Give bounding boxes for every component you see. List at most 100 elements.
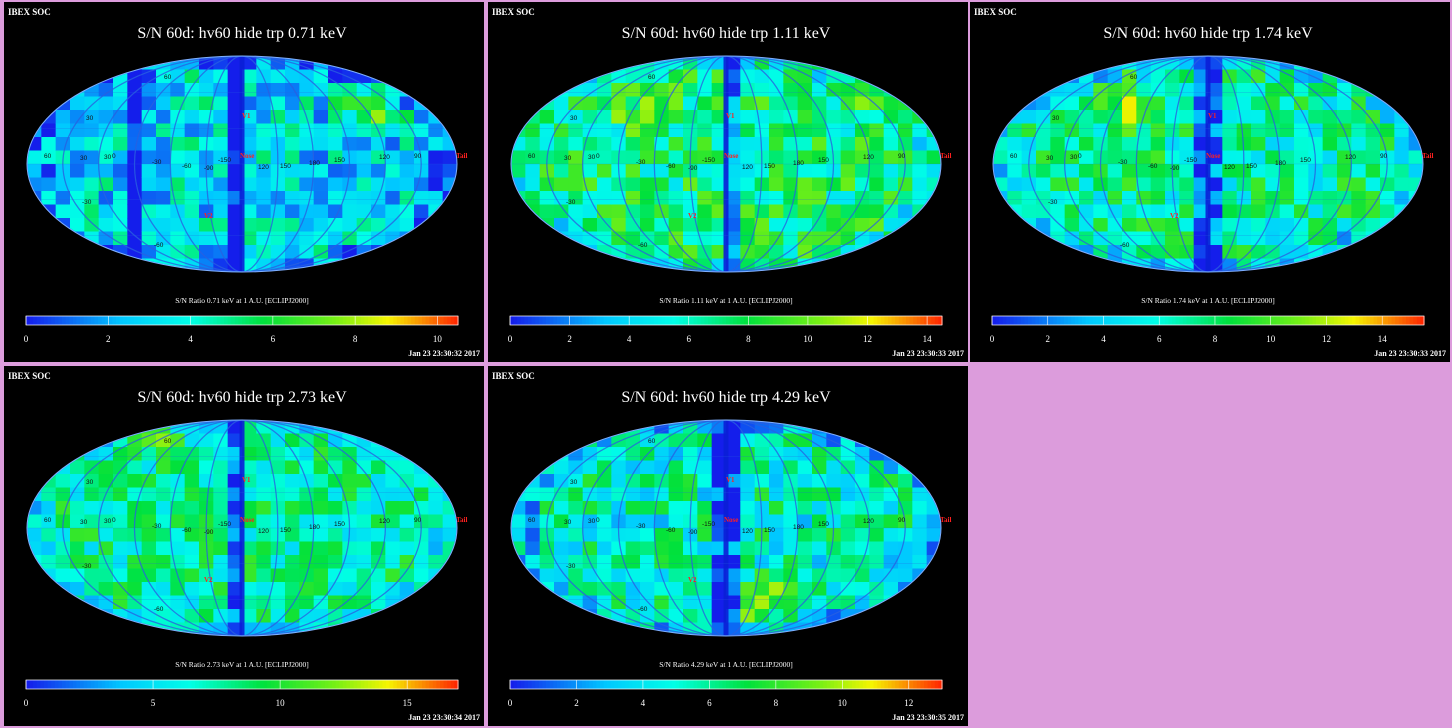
sky-map-pixels bbox=[27, 56, 457, 272]
colorbar-tick-label: 14 bbox=[1378, 334, 1388, 344]
longitude-label: 0 bbox=[596, 517, 600, 524]
latitude-label: 60 bbox=[648, 438, 656, 445]
marker-label-tail: Tail bbox=[1422, 152, 1433, 160]
longitude-label: 180 bbox=[309, 524, 320, 531]
longitude-label: -60 bbox=[182, 163, 192, 170]
colorbar-tick-label: 2 bbox=[567, 334, 572, 344]
longitude-label: 60 bbox=[44, 517, 52, 524]
sky-map-svg: IBEX SOC S/N 60d: hv60 hide trp 1.74 keV 6… bbox=[974, 7, 1446, 358]
latitude-label: 60 bbox=[164, 74, 172, 81]
longitude-label: -30 bbox=[1118, 159, 1128, 166]
colorbar-title: S/N Ratio 1.11 keV at 1 A.U. [ECLIPJ2000… bbox=[659, 296, 792, 305]
longitude-label: 0 bbox=[1078, 153, 1082, 160]
colorbar-tick-label: 8 bbox=[1213, 334, 1218, 344]
marker-label-tail: Tail bbox=[456, 516, 467, 524]
map-outline bbox=[992, 55, 1424, 273]
longitude-label: 180 bbox=[793, 160, 804, 167]
longitude-label: -150 bbox=[218, 521, 231, 528]
colorbar-tick-label: 4 bbox=[641, 698, 646, 708]
longitude-label: -60 bbox=[666, 527, 676, 534]
marker-label-v2: V2 bbox=[688, 212, 697, 220]
longitude-label: 90 bbox=[898, 153, 906, 160]
marker-label-v2: V2 bbox=[688, 576, 697, 584]
longitude-label: 150 bbox=[818, 521, 829, 528]
colorbar-tick-label: 12 bbox=[904, 698, 913, 708]
longitude-label: 150 bbox=[1300, 157, 1311, 164]
longitude-label: 30 bbox=[1046, 155, 1054, 162]
longitude-label: -90 bbox=[1170, 165, 1180, 172]
longitude-label: 30 bbox=[80, 155, 88, 162]
colorbar-tick-label: 8 bbox=[774, 698, 779, 708]
map-outline bbox=[510, 55, 942, 273]
sky-map-svg: IBEX SOC S/N 60d: hv60 hide trp 4.29 keV 6… bbox=[492, 371, 964, 722]
latitude-label: -30 bbox=[82, 563, 92, 570]
marker-label-v1: V1 bbox=[726, 476, 735, 484]
longitude-label: -30 bbox=[636, 159, 646, 166]
colorbar-tick-label: 14 bbox=[923, 334, 933, 344]
latitude-label: -60 bbox=[154, 606, 164, 613]
longitude-label: -150 bbox=[702, 521, 715, 528]
latitude-label: 30 bbox=[86, 479, 94, 486]
latitude-label: -60 bbox=[1120, 242, 1130, 249]
colorbar-tick-label: 10 bbox=[803, 334, 813, 344]
longitude-label: -150 bbox=[702, 157, 715, 164]
map-title: S/N 60d: hv60 hide trp 1.11 keV bbox=[622, 25, 831, 42]
longitude-label: 150 bbox=[334, 157, 345, 164]
longitude-label: 90 bbox=[414, 517, 422, 524]
longitude-label: -60 bbox=[182, 527, 192, 534]
longitude-label: 0 bbox=[112, 517, 116, 524]
latitude-label: 30 bbox=[588, 518, 596, 525]
map-outline bbox=[510, 419, 942, 637]
timestamp: Jan 23 23:30:32 2017 bbox=[408, 349, 480, 358]
latitude-label: 60 bbox=[1130, 74, 1138, 81]
longitude-label: -150 bbox=[218, 157, 231, 164]
sky-map-svg: IBEX SOC S/N 60d: hv60 hide trp 0.71 keV 6… bbox=[8, 7, 480, 358]
colorbar-tick-label: 0 bbox=[24, 334, 29, 344]
colorbar-tick-label: 12 bbox=[1322, 334, 1331, 344]
longitude-label: -90 bbox=[204, 165, 214, 172]
longitude-label: 90 bbox=[414, 153, 422, 160]
longitude-label: -90 bbox=[204, 529, 214, 536]
map-title: S/N 60d: hv60 hide trp 4.29 keV bbox=[621, 389, 831, 406]
longitude-label: 60 bbox=[528, 517, 536, 524]
timestamp: Jan 23 23:30:35 2017 bbox=[892, 713, 964, 722]
colorbar-tick-label: 5 bbox=[151, 698, 156, 708]
longitude-label: 120 bbox=[863, 518, 874, 525]
colorbar-tick-label: 8 bbox=[746, 334, 751, 344]
latitude-label: -60 bbox=[638, 242, 648, 249]
sky-map-svg: IBEX SOC S/N 60d: hv60 hide trp 1.11 keV 6… bbox=[492, 7, 964, 358]
sky-map-panel: IBEX SOC S/N 60d: hv60 hide trp 0.71 keV 6… bbox=[4, 2, 484, 362]
colorbar-tick-label: 10 bbox=[838, 698, 848, 708]
source-label: IBEX SOC bbox=[974, 7, 1017, 17]
sky-map-pixels bbox=[511, 420, 941, 636]
longitude-label: 150 bbox=[1246, 163, 1257, 170]
source-label: IBEX SOC bbox=[492, 7, 535, 17]
latitude-label: -30 bbox=[566, 199, 576, 206]
colorbar bbox=[509, 679, 943, 690]
longitude-label: -30 bbox=[636, 523, 646, 530]
longitude-label: 60 bbox=[44, 153, 52, 160]
colorbar-title: S/N Ratio 2.73 keV at 1 A.U. [ECLIPJ2000… bbox=[175, 660, 309, 669]
map-outline bbox=[26, 419, 458, 637]
longitude-label: 120 bbox=[379, 518, 390, 525]
longitude-label: 120 bbox=[742, 164, 753, 171]
colorbar-tick-label: 0 bbox=[990, 334, 995, 344]
sky-map-pixels bbox=[511, 56, 941, 272]
longitude-label: 150 bbox=[764, 527, 775, 534]
colorbar bbox=[509, 315, 943, 326]
longitude-label: 180 bbox=[309, 160, 320, 167]
timestamp: Jan 23 23:30:34 2017 bbox=[408, 713, 480, 722]
marker-label-tail: Tail bbox=[456, 152, 467, 160]
empty-panel-slot bbox=[968, 366, 1452, 728]
longitude-label: 120 bbox=[258, 164, 269, 171]
colorbar-tick-label: 15 bbox=[403, 698, 413, 708]
longitude-label: 120 bbox=[742, 528, 753, 535]
latitude-label: 60 bbox=[648, 74, 656, 81]
sky-map-panel: IBEX SOC S/N 60d: hv60 hide trp 2.73 keV 6… bbox=[4, 366, 484, 726]
source-label: IBEX SOC bbox=[8, 7, 51, 17]
longitude-label: -30 bbox=[152, 159, 162, 166]
colorbar-tick-label: 0 bbox=[508, 698, 513, 708]
marker-label-nose: Nose bbox=[240, 516, 254, 524]
marker-label-v1: V1 bbox=[242, 476, 251, 484]
latitude-label: -60 bbox=[154, 242, 164, 249]
